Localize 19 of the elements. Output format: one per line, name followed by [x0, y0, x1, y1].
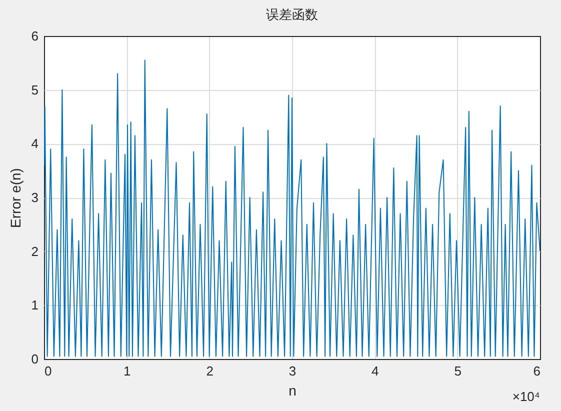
chart-title: 误差函数	[266, 8, 318, 23]
x-tick-label: 3	[288, 364, 296, 378]
y-tick-label: 3	[31, 190, 38, 205]
x-tick-label: 4	[372, 364, 379, 378]
y-axis-title: Error e(n)	[7, 168, 24, 228]
y-tick-label: 0	[31, 352, 38, 366]
x-tick-label: 5	[454, 364, 462, 378]
x-axis-title: n	[288, 382, 296, 398]
line-series	[44, 60, 540, 357]
y-tick-label: 1	[31, 298, 38, 313]
x-tick-label: 6	[533, 364, 540, 378]
y-tick-label: 4	[31, 136, 38, 152]
text: ×10⁴	[512, 389, 540, 404]
y-tick-label: 2	[31, 244, 38, 259]
y-tick-label: 5	[31, 82, 38, 98]
x-tick-label: 2	[206, 364, 214, 378]
x-tick-label: 1	[124, 364, 131, 378]
x-tick-label: 0	[44, 364, 52, 378]
y-tick-label: 6	[31, 28, 38, 44]
